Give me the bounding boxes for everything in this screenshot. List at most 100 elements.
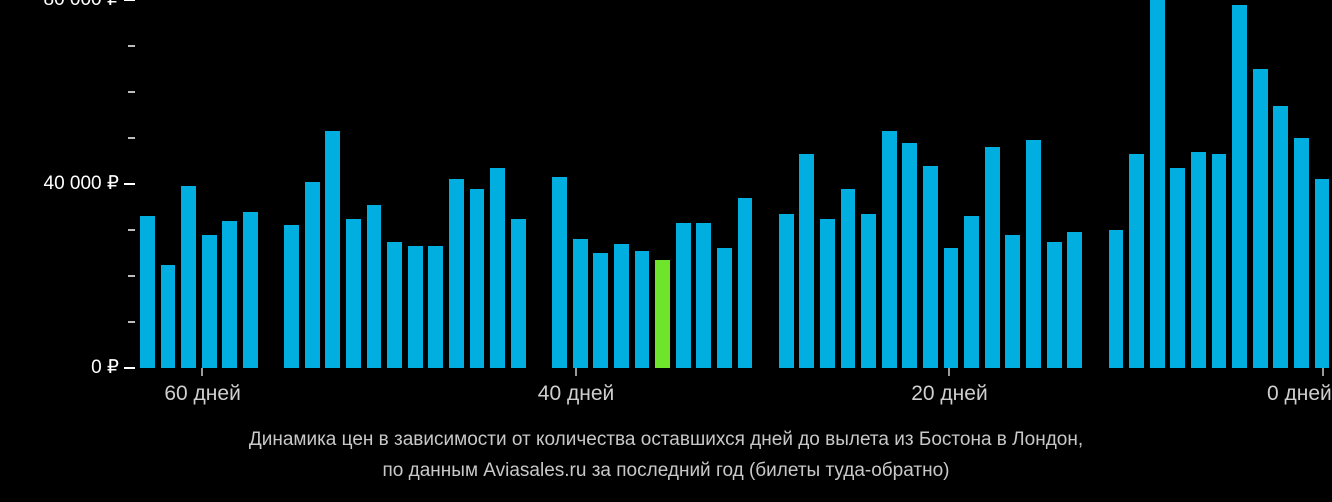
bar-slot[interactable]	[961, 0, 982, 368]
bar[interactable]	[1026, 140, 1041, 368]
bar[interactable]	[634, 250, 650, 368]
bar-slot[interactable]	[1044, 0, 1065, 368]
bar[interactable]	[1273, 105, 1289, 368]
bar[interactable]	[345, 218, 361, 368]
bar-slot[interactable]	[735, 0, 756, 368]
bar[interactable]	[160, 264, 176, 368]
bar-slot[interactable]	[817, 0, 838, 368]
bar[interactable]	[778, 213, 794, 368]
bar[interactable]	[407, 246, 423, 368]
bar-slot[interactable]	[714, 0, 735, 368]
bar[interactable]	[1046, 241, 1062, 368]
bar[interactable]	[304, 181, 320, 368]
bar[interactable]	[593, 253, 609, 368]
bar[interactable]	[1314, 179, 1330, 368]
bar[interactable]	[242, 211, 258, 368]
bar-slot[interactable]	[920, 0, 941, 368]
bar-slot[interactable]	[549, 0, 570, 368]
bar-slot[interactable]	[673, 0, 694, 368]
bar-slot[interactable]	[879, 0, 900, 368]
bar[interactable]	[1294, 138, 1309, 368]
bar-slot[interactable]	[446, 0, 467, 368]
bar[interactable]	[716, 248, 732, 368]
bar[interactable]	[943, 248, 959, 368]
bar-slot[interactable]	[755, 0, 776, 368]
bar[interactable]	[881, 131, 897, 368]
bar-slot[interactable]	[1291, 0, 1312, 368]
bar-slot[interactable]	[1312, 0, 1332, 368]
bar-slot[interactable]	[1085, 0, 1106, 368]
bar[interactable]	[820, 218, 835, 368]
bar[interactable]	[902, 142, 918, 368]
bar[interactable]	[428, 246, 444, 368]
bar[interactable]	[964, 216, 980, 368]
bar[interactable]	[675, 223, 691, 368]
bar[interactable]	[325, 131, 341, 368]
bar-slot[interactable]	[1064, 0, 1085, 368]
bar[interactable]	[840, 188, 856, 368]
bar[interactable]	[1170, 167, 1186, 368]
bar[interactable]	[139, 216, 155, 368]
bar[interactable]	[861, 213, 877, 368]
bar-slot[interactable]	[1023, 0, 1044, 368]
bar-slot[interactable]	[1147, 0, 1168, 368]
bar-slot[interactable]	[590, 0, 611, 368]
bar[interactable]	[1149, 0, 1165, 368]
bar[interactable]	[222, 220, 238, 368]
bar-slot[interactable]	[1188, 0, 1209, 368]
bar-slot[interactable]	[384, 0, 405, 368]
bar-slot[interactable]	[219, 0, 240, 368]
bar[interactable]	[387, 241, 403, 368]
bar-slot[interactable]	[302, 0, 323, 368]
bar[interactable]	[449, 179, 464, 368]
bar[interactable]	[1211, 154, 1227, 368]
bar-slot[interactable]	[632, 0, 653, 368]
bar[interactable]	[1252, 69, 1268, 368]
bar-slot[interactable]	[1209, 0, 1230, 368]
bar-slot[interactable]	[1271, 0, 1292, 368]
bar[interactable]	[1067, 232, 1083, 368]
bar[interactable]	[613, 243, 629, 368]
bar-slot[interactable]	[158, 0, 179, 368]
bar-highlighted[interactable]	[655, 259, 670, 368]
bar[interactable]	[552, 177, 567, 368]
bar-slot[interactable]	[487, 0, 508, 368]
bar[interactable]	[696, 223, 712, 368]
bar[interactable]	[799, 154, 815, 368]
bar-slot[interactable]	[1229, 0, 1250, 368]
bar-slot[interactable]	[508, 0, 529, 368]
bar-slot[interactable]	[982, 0, 1003, 368]
bar-slot[interactable]	[776, 0, 797, 368]
bar-slot[interactable]	[322, 0, 343, 368]
bar-slot[interactable]	[797, 0, 818, 368]
bar[interactable]	[201, 234, 217, 368]
bar[interactable]	[490, 167, 506, 368]
bar[interactable]	[366, 204, 382, 368]
bar-slot[interactable]	[611, 0, 632, 368]
bar-slot[interactable]	[467, 0, 488, 368]
bar-slot[interactable]	[240, 0, 261, 368]
bar-slot[interactable]	[858, 0, 879, 368]
bar-slot[interactable]	[261, 0, 282, 368]
bar[interactable]	[1005, 234, 1021, 368]
bar-slot[interactable]	[570, 0, 591, 368]
bar-slot[interactable]	[1003, 0, 1024, 368]
bar-slot[interactable]	[364, 0, 385, 368]
bar[interactable]	[923, 165, 938, 368]
bar[interactable]	[1129, 154, 1144, 368]
bar-slot[interactable]	[281, 0, 302, 368]
bar-slot[interactable]	[426, 0, 447, 368]
bar-slot[interactable]	[941, 0, 962, 368]
bar[interactable]	[469, 188, 485, 368]
bar[interactable]	[181, 186, 196, 368]
bar-slot[interactable]	[1106, 0, 1127, 368]
bar-slot[interactable]	[137, 0, 158, 368]
bar[interactable]	[572, 239, 588, 368]
bar-slot[interactable]	[1250, 0, 1271, 368]
bar-slot[interactable]	[838, 0, 859, 368]
bar[interactable]	[737, 197, 753, 368]
bar[interactable]	[1232, 4, 1248, 368]
bar-slot[interactable]	[900, 0, 921, 368]
bar[interactable]	[284, 225, 299, 368]
bar-slot[interactable]	[199, 0, 220, 368]
